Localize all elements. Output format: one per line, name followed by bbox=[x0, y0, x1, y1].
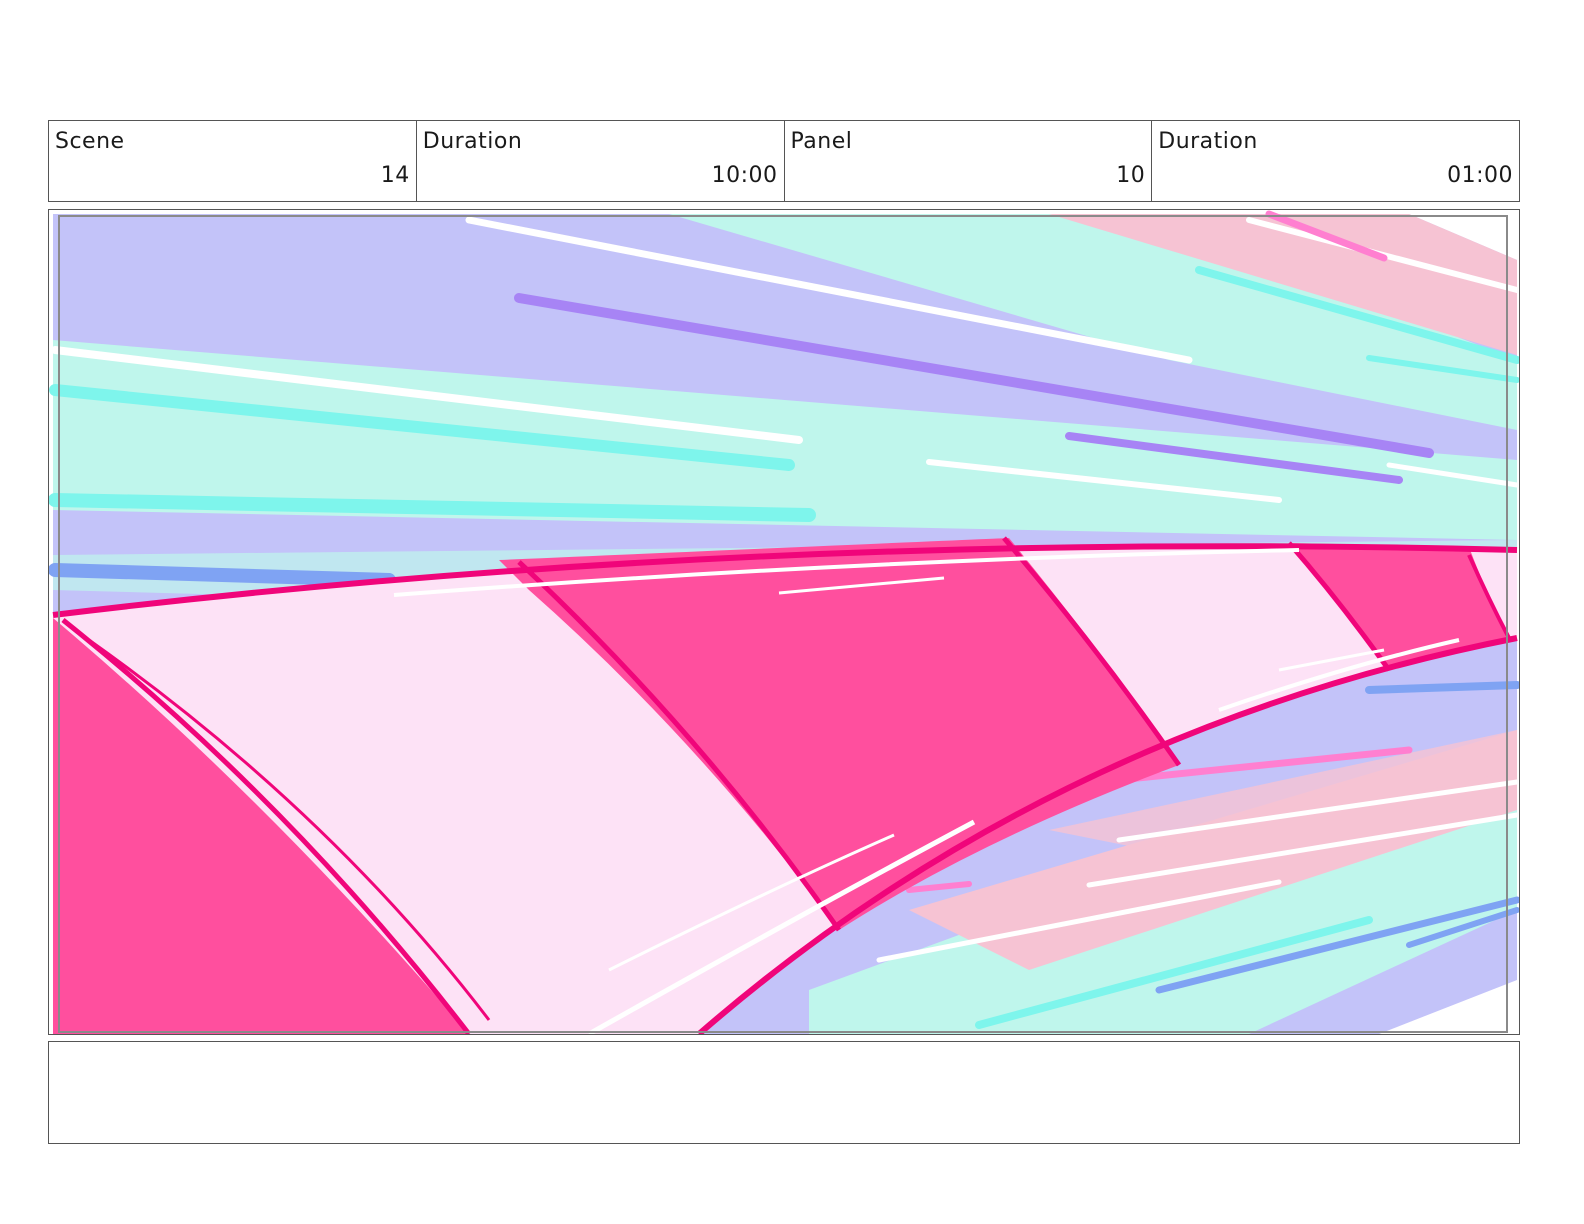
panel-label: Panel bbox=[790, 129, 853, 154]
panel-number: 10 bbox=[1116, 163, 1146, 188]
scene-cell: Scene 14 bbox=[49, 121, 417, 201]
panel-artwork bbox=[49, 210, 1519, 1034]
storyboard-panel bbox=[48, 209, 1520, 1035]
scene-number: 14 bbox=[380, 163, 410, 188]
panel-duration-label: Duration bbox=[1158, 129, 1258, 154]
panel-notes-box[interactable] bbox=[48, 1041, 1520, 1144]
panel-info-header: Scene 14 Duration 10:00 Panel 10 Duratio… bbox=[48, 120, 1520, 202]
scene-duration-cell: Duration 10:00 bbox=[417, 121, 785, 201]
scene-duration-value: 10:00 bbox=[711, 163, 778, 188]
panel-duration-value: 01:00 bbox=[1447, 163, 1513, 188]
panel-cell: Panel 10 bbox=[785, 121, 1153, 201]
panel-duration-cell: Duration 01:00 bbox=[1152, 121, 1519, 201]
scene-duration-label: Duration bbox=[422, 129, 523, 154]
scene-label: Scene bbox=[55, 129, 125, 154]
